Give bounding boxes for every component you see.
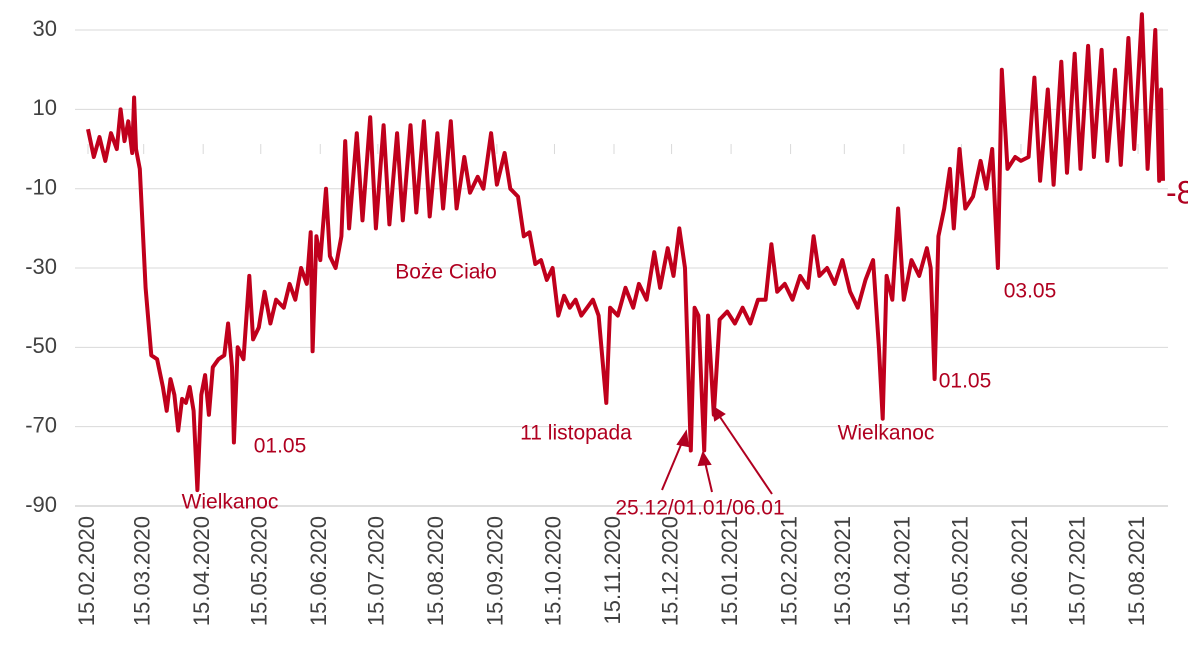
end-value-label: -8	[1166, 174, 1188, 210]
grid	[75, 29, 1168, 507]
y-tick-label: -10	[25, 175, 57, 200]
annotation: 25.12/01.01/06.01	[615, 497, 784, 520]
annotation: Wielkanoc	[838, 422, 935, 445]
plot	[86, 12, 1165, 493]
x-tick-label: 15.03.2021	[830, 516, 855, 626]
arrow-head	[711, 404, 726, 422]
annotation: 03.05	[1004, 280, 1057, 303]
arrow-head	[697, 450, 712, 467]
annotation: Boże Ciało	[395, 261, 497, 284]
annotation: 01.05	[939, 370, 992, 393]
arrow	[717, 413, 773, 495]
arrows	[661, 404, 773, 495]
annotation: 11 listopada	[520, 422, 632, 445]
x-tick-label: 15.08.2021	[1124, 516, 1149, 626]
x-tick-label: 15.03.2020	[129, 516, 154, 626]
x-tick-label: 15.09.2020	[483, 516, 508, 626]
y-tick-label: -90	[25, 492, 57, 517]
x-tick-label: 15.02.2021	[776, 516, 801, 626]
annotations: Wielkanoc 01.05 Boże Ciało 11 listopada …	[182, 261, 1057, 520]
arrow	[704, 461, 713, 493]
x-tick-label: 15.02.2020	[74, 516, 99, 626]
x-tick-label: 15.07.2020	[364, 516, 389, 626]
y-tick-label: -30	[25, 254, 57, 279]
annotation: 01.05	[254, 435, 307, 458]
x-tick-label: 15.10.2020	[540, 516, 565, 626]
y-tick-label: -70	[25, 412, 57, 437]
annotation: Wielkanoc	[182, 491, 279, 514]
axes: -90 -70 -50 -30 -10 10 30 15.02.2020 15.03.2020 1…	[25, 16, 1149, 626]
x-tick-label: 15.04.2020	[189, 516, 214, 626]
x-tick-label: 15.07.2021	[1064, 516, 1089, 626]
x-tick-label: 15.01.2021	[717, 516, 742, 626]
arrow	[661, 439, 684, 491]
x-tick-label: 15.12.2020	[657, 516, 682, 626]
x-tick-label: 15.05.2020	[247, 516, 272, 626]
x-tick-label: 15.08.2020	[423, 516, 448, 626]
series-line	[86, 12, 1165, 493]
x-tick-label: 15.06.2020	[306, 516, 331, 626]
arrow-head	[676, 429, 690, 448]
x-tick-label: 15.11.2020	[600, 516, 625, 624]
x-tick-label: 15.04.2021	[890, 516, 915, 626]
x-tick-label: 15.05.2021	[947, 516, 972, 626]
y-tick-label: 30	[33, 16, 57, 41]
x-tick-label: 15.06.2021	[1007, 516, 1032, 626]
y-tick-label: 10	[33, 95, 57, 120]
y-tick-label: -50	[25, 333, 57, 358]
